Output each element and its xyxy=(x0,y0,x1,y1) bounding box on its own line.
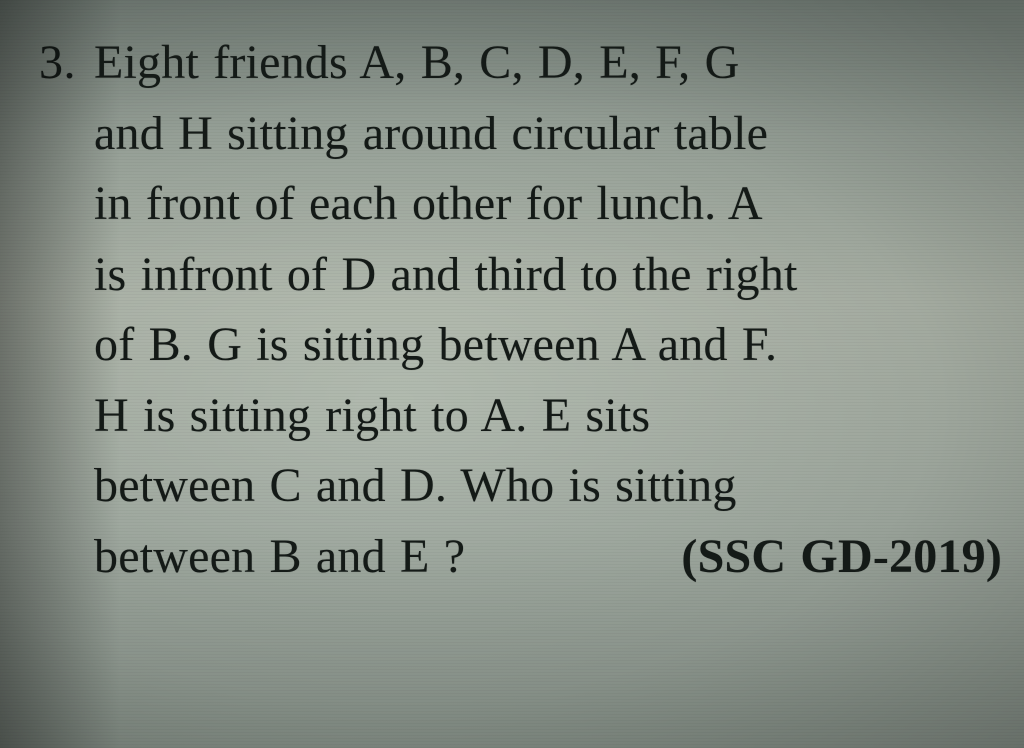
question-source: (SSC GD-2019) xyxy=(681,522,1002,593)
question-line: and H sitting around circular table xyxy=(94,107,768,160)
question-row: 3. Eight friends A, B, C, D, E, F, G and… xyxy=(14,28,1002,592)
question-last-left: between B and E ? xyxy=(94,522,465,593)
question-line: Eight friends A, B, C, D, E, F, G xyxy=(94,36,739,89)
question-line: is infront of D and third to the right xyxy=(94,248,798,301)
question-line: in front of each other for lunch. A xyxy=(94,177,763,230)
question-line: between C and D. Who is sitting xyxy=(94,459,737,512)
question-number: 3. xyxy=(14,28,76,92)
scanned-page: 3. Eight friends A, B, C, D, E, F, G and… xyxy=(0,0,1024,748)
question-line: H is sitting right to A. E sits xyxy=(94,389,650,442)
question-line: of B. G is sitting between A and F. xyxy=(94,318,777,371)
question-last-line: between B and E ? (SSC GD-2019) xyxy=(94,522,1002,593)
question-body: Eight friends A, B, C, D, E, F, G and H … xyxy=(94,28,1002,592)
